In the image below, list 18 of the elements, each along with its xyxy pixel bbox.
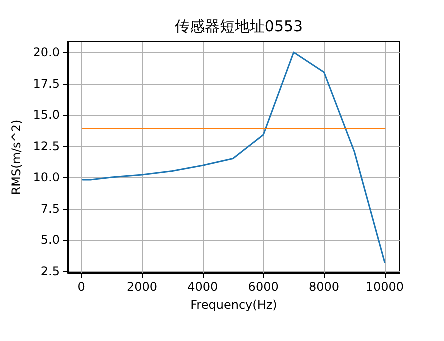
x-tick-label: 6000: [248, 280, 279, 294]
y-tick-label: 12.5: [33, 139, 60, 154]
y-tick-label: 20.0: [33, 46, 60, 60]
line-series: [82, 52, 386, 264]
y-tick-label: 15.0: [33, 108, 60, 122]
y-tick-label: 5.0: [40, 233, 60, 247]
x-tick-label: 4000: [188, 280, 218, 294]
x-tick-label: 0: [78, 280, 86, 294]
y-tick-label: 17.5: [33, 76, 60, 91]
y-tick-label: 2.5: [40, 264, 60, 278]
x-tick-label: 8000: [308, 280, 340, 294]
y-tick-label: 7.5: [40, 202, 60, 216]
x-tick-label: 10000: [366, 280, 404, 294]
chart-title: 传感器短地址0553: [174, 18, 304, 36]
y-axis-title: RMS(m/s^2): [9, 120, 24, 196]
y-tick-label: 10.0: [33, 170, 60, 184]
x-axis-title: Frequency(Hz): [190, 298, 278, 312]
x-tick-label: 2000: [126, 280, 158, 294]
